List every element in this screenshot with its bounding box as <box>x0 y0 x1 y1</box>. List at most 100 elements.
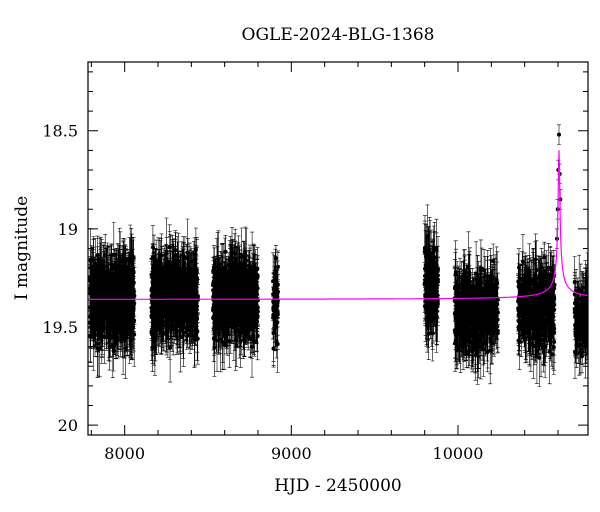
data-point <box>153 310 158 315</box>
data-point <box>95 253 100 258</box>
data-point <box>255 313 260 318</box>
data-point <box>128 259 133 264</box>
data-point <box>111 330 116 335</box>
data-point <box>544 318 549 323</box>
data-point <box>578 297 583 301</box>
data-point <box>195 276 199 281</box>
data-point <box>88 275 92 280</box>
data-point <box>243 280 247 285</box>
data-point <box>482 289 487 294</box>
data-point <box>429 261 434 266</box>
data-point <box>191 272 195 276</box>
data-point <box>473 330 478 335</box>
data-point <box>98 275 103 280</box>
data-point <box>239 254 244 259</box>
data-point <box>99 335 104 340</box>
data-point <box>455 289 460 294</box>
data-point <box>470 320 475 325</box>
data-point <box>486 302 491 307</box>
data-point <box>173 292 178 297</box>
data-point <box>272 314 277 319</box>
data-point <box>170 272 174 277</box>
data-point <box>252 300 257 305</box>
data-point <box>189 281 194 286</box>
data-point <box>545 312 550 317</box>
data-point <box>423 278 428 283</box>
data-point <box>519 307 524 312</box>
data-point <box>120 313 125 318</box>
data-point <box>464 333 469 337</box>
data-point <box>150 326 155 331</box>
data-point <box>123 346 128 351</box>
data-point <box>172 262 177 267</box>
data-point <box>527 320 532 325</box>
data-point <box>159 299 163 304</box>
data-point <box>582 331 587 336</box>
data-point <box>251 283 256 288</box>
data-point <box>192 336 197 341</box>
data-point <box>234 317 239 322</box>
data-point <box>187 300 192 305</box>
data-point <box>489 306 494 311</box>
data-point <box>95 322 100 327</box>
data-point <box>113 272 118 277</box>
data-point <box>585 337 588 341</box>
data-point <box>105 306 110 311</box>
data-point <box>533 272 538 277</box>
data-point <box>245 309 250 314</box>
data-point <box>476 337 481 342</box>
data-point <box>107 317 112 322</box>
data-point <box>160 325 165 329</box>
data-point <box>493 312 498 317</box>
data-point <box>457 307 462 312</box>
data-point <box>105 264 110 268</box>
data-point <box>126 265 131 270</box>
data-point <box>574 288 578 293</box>
data-point <box>275 309 280 314</box>
data-point <box>461 277 466 282</box>
data-point <box>176 280 181 285</box>
data-point <box>212 345 217 350</box>
data-point <box>522 323 526 327</box>
data-point <box>573 322 578 327</box>
data-point <box>171 268 176 273</box>
data-point <box>251 304 256 309</box>
data-point <box>246 268 251 273</box>
data-point <box>539 265 544 270</box>
data-point <box>272 294 277 299</box>
data-point <box>96 280 101 284</box>
data-point <box>183 293 188 298</box>
data-point <box>233 272 238 277</box>
data-point <box>175 260 180 265</box>
data-point <box>109 274 114 279</box>
data-point <box>542 255 547 260</box>
data-point <box>109 271 114 276</box>
data-point <box>150 245 155 250</box>
data-point <box>96 341 101 346</box>
data-point <box>230 261 235 266</box>
data-point <box>242 324 247 328</box>
data-point <box>575 298 580 303</box>
data-point <box>248 325 253 330</box>
data-point <box>195 336 200 341</box>
data-point <box>227 270 232 275</box>
data-point <box>456 302 460 307</box>
data-point <box>580 354 584 359</box>
data-point <box>107 330 111 335</box>
data-point <box>189 327 194 332</box>
data-point <box>581 309 586 314</box>
data-point <box>117 302 122 307</box>
data-point <box>454 341 459 346</box>
data-point <box>247 304 251 309</box>
data-point <box>181 331 186 335</box>
data-point <box>573 350 577 355</box>
data-point <box>472 289 477 294</box>
data-point <box>218 337 223 342</box>
data-point <box>150 275 155 280</box>
data-point <box>275 320 280 325</box>
data-point <box>110 321 115 326</box>
data-point <box>534 349 539 354</box>
data-point <box>250 333 255 338</box>
data-point <box>523 297 528 302</box>
data-point <box>104 333 109 338</box>
